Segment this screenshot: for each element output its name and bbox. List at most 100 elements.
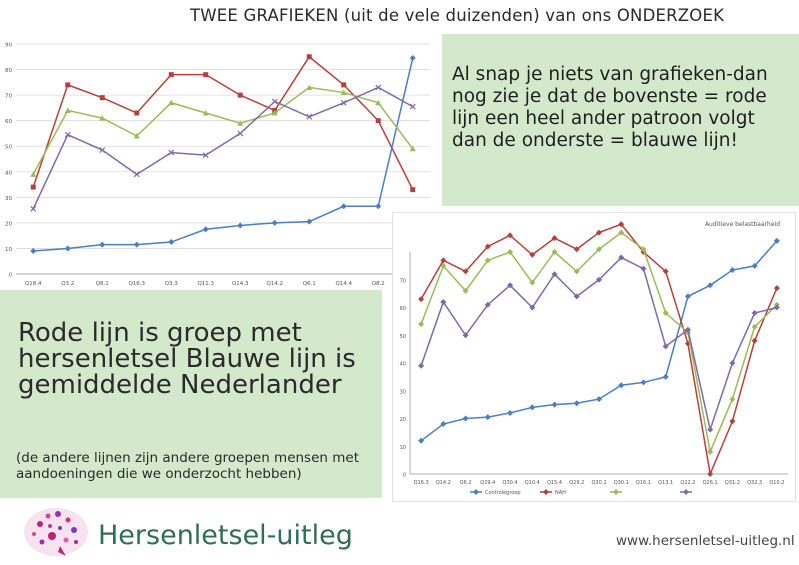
chart-top: 0 10 20 30 40 50 60 70 80 90 Q18.4 Q3.2 Q8.1 Q16.3 Q3.… (5, 43, 430, 287)
series-point (707, 448, 714, 455)
series-point (662, 373, 669, 380)
legend-label: NAH (555, 490, 566, 496)
x-tick-label: Q30.1 (614, 480, 629, 486)
x-tick-label: Q31.2 (725, 480, 740, 486)
series-point (640, 246, 647, 253)
series-point (729, 360, 736, 366)
chart-bottom: Auditieve belastbaarheid 0 10 20 30 40 50 60 70 Q… (392, 212, 796, 502)
site-url[interactable]: www.hersenletsel-uitleg.nl (616, 533, 795, 549)
x-tick-label: Q16.3 (414, 480, 429, 486)
series-point (529, 404, 536, 411)
series-line-2 (32, 86, 414, 175)
x-tick-label: Q14.2 (436, 480, 451, 486)
series-point (484, 243, 491, 250)
series-point (418, 321, 425, 328)
series-point (729, 396, 736, 403)
series-point (65, 82, 71, 88)
legend-explanation: Rode lijn is groep met hersenletsel Blau… (18, 318, 356, 400)
series-point (306, 84, 313, 90)
series-line-0 (32, 55, 414, 191)
series-point (237, 92, 243, 98)
x-tick-label: Q6.2 (460, 480, 472, 486)
series-point (64, 245, 71, 252)
series-point (729, 418, 736, 425)
x-tick-label: Q18.4 (25, 281, 42, 287)
series-point (507, 409, 514, 416)
series-point (306, 218, 313, 225)
series-point (507, 249, 514, 255)
chart-frame (392, 212, 796, 502)
chart-title: Auditieve belastbaarheid (705, 221, 780, 228)
series-point (551, 235, 558, 242)
series-point (64, 107, 71, 113)
legend-marker (473, 489, 479, 495)
series-point (133, 171, 140, 178)
series-point (462, 268, 469, 275)
x-tick-label: Q11.3 (197, 281, 214, 287)
series-point (751, 262, 758, 269)
y-tick-label: 50 (5, 145, 12, 151)
series-point (507, 282, 514, 289)
series-point (462, 415, 469, 422)
series-point (237, 222, 244, 229)
series-point (375, 203, 382, 210)
series-point (662, 310, 669, 317)
x-tick-label: Q29.2 (569, 480, 584, 486)
series-point (306, 113, 313, 120)
y-tick-label: 60 (5, 119, 12, 125)
series-point (596, 246, 602, 253)
series-point (237, 130, 244, 137)
series-point (751, 323, 758, 330)
series-point (529, 304, 536, 311)
x-tick-label: Q8.2 (372, 281, 385, 287)
series-point (484, 257, 491, 264)
y-tick-label: 40 (400, 362, 406, 368)
x-tick-label: Q14.4 (335, 281, 352, 287)
series-point (440, 262, 447, 269)
series-point (707, 471, 714, 477)
x-tick-label: Q30.2 (591, 480, 606, 486)
series-point (551, 401, 558, 408)
series-point (707, 282, 714, 289)
series-point (573, 246, 580, 253)
x-tick-label: Q16.1 (636, 480, 651, 486)
x-tick-label: Q14.3 (232, 281, 249, 287)
x-tick-label: Q22.2 (680, 480, 695, 486)
series-point (462, 287, 469, 294)
series-point (662, 343, 669, 350)
y-tick-label: 60 (400, 306, 406, 312)
x-tick-label: Q6.1 (303, 281, 316, 287)
series-point (640, 265, 647, 272)
y-tick-label: 80 (5, 68, 12, 74)
x-tick-label: Q32.3 (747, 480, 762, 486)
series-point (133, 241, 140, 248)
series-point (684, 326, 691, 333)
x-tick-label: Q26.1 (703, 480, 718, 486)
explanation-panel: Al snap je niets van grafieken-dan nog z… (442, 34, 799, 206)
series-point (596, 276, 602, 283)
series-point (409, 55, 416, 62)
y-tick-label: 90 (5, 43, 12, 49)
y-tick-label: 40 (5, 170, 12, 176)
legend-label: Controlegroep (485, 490, 521, 496)
series-point (340, 203, 347, 210)
series-point (618, 221, 625, 228)
series-point (375, 99, 382, 106)
y-tick-label: 10 (400, 445, 406, 451)
series-point (440, 298, 447, 305)
series-point (618, 229, 625, 236)
series-point (707, 426, 714, 433)
series-point (684, 293, 691, 300)
series-point (409, 103, 416, 110)
series-point (662, 268, 669, 275)
series-point (410, 187, 416, 193)
y-tick-label: 30 (400, 389, 406, 395)
series-point (409, 145, 416, 152)
series-point (99, 147, 106, 153)
series-point (484, 301, 491, 308)
y-tick-label: 70 (5, 94, 12, 100)
legend-note: (de andere lijnen zijn andere groepen me… (16, 450, 359, 482)
series-point (440, 257, 447, 264)
series-point (271, 98, 278, 105)
series-point (507, 232, 514, 239)
